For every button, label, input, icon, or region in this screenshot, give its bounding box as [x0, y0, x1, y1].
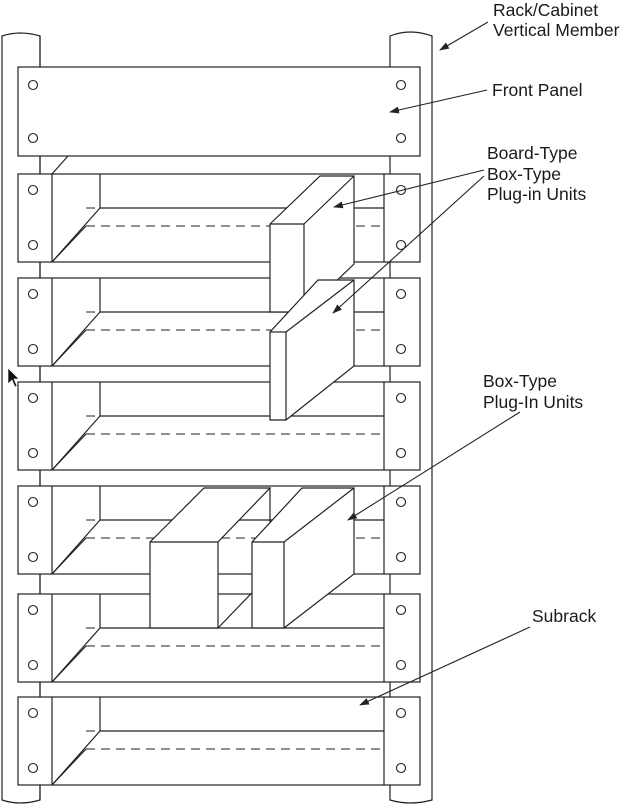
mounting-hole: [395, 343, 407, 355]
mounting-hole: [27, 343, 39, 355]
mounting-hole: [27, 184, 39, 196]
label-rack-cabinet-vertical-member: Rack/Cabinet Vertical Member: [439, 0, 620, 51]
subrack: [17, 277, 421, 367]
label-rack-line-2: Vertical Member: [493, 20, 620, 40]
subrack-frame: [17, 593, 421, 683]
subrack-floor-edge: [51, 645, 87, 683]
label-subrack: Subrack: [532, 606, 596, 626]
leader-arrow-rack: [439, 21, 489, 51]
mouse-cursor-icon: [7, 367, 20, 388]
mounting-hole: [27, 288, 39, 300]
board-type-plug-in-unit-1: [269, 175, 355, 313]
subrack-floor-edge: [51, 537, 87, 575]
subrack-frame: [17, 173, 421, 263]
subrack-frame: [17, 696, 421, 786]
leader-arrow-box: [347, 411, 521, 521]
subrack-frame: [17, 381, 421, 471]
mounting-hole: [27, 496, 39, 508]
label-board-line-2: Box-Type: [487, 164, 561, 184]
rack-vertical-member-right: [389, 31, 433, 804]
label-box-line-2: Plug-In Units: [483, 392, 583, 412]
mounting-hole: [395, 239, 407, 251]
label-board-line-1: Board-Type: [487, 143, 577, 163]
mounting-hole: [27, 132, 39, 144]
mounting-hole: [395, 659, 407, 671]
leader-arrow-subrack: [359, 626, 531, 706]
label-rack-line-1: Rack/Cabinet: [493, 0, 598, 20]
label-front-panel-group: Front Panel: [389, 80, 582, 114]
mounting-hole: [27, 447, 39, 459]
leader-arrow-board-2: [332, 175, 485, 314]
mounting-hole: [27, 79, 39, 91]
leader-arrow-front-panel: [389, 89, 488, 114]
leader-arrow-board-1: [333, 169, 485, 209]
subrack-floor-edge: [51, 433, 87, 471]
mounting-hole: [395, 447, 407, 459]
label-box-line-1: Box-Type: [483, 371, 557, 391]
mounting-hole: [395, 762, 407, 774]
subrack: [17, 696, 421, 786]
mounting-hole: [395, 496, 407, 508]
mounting-hole: [27, 239, 39, 251]
label-board-type-group: Board-Type Box-Type Plug-in Units: [332, 143, 586, 314]
mounting-hole: [395, 551, 407, 563]
mounting-hole: [395, 392, 407, 404]
label-board-line-3: Plug-in Units: [487, 184, 586, 204]
subrack-frame: [17, 277, 421, 367]
mounting-hole: [27, 392, 39, 404]
mounting-hole: [395, 604, 407, 616]
board-type-plug-in-unit-2: [269, 279, 355, 421]
mounting-hole: [395, 707, 407, 719]
subrack-floor-edge: [51, 225, 87, 263]
mounting-hole: [27, 659, 39, 671]
mounting-hole: [27, 762, 39, 774]
mounting-hole: [27, 707, 39, 719]
panel-brace: [51, 155, 69, 175]
subrack: [17, 381, 421, 471]
label-subrack-group: Subrack: [359, 606, 596, 706]
mounting-hole: [27, 604, 39, 616]
subrack: [17, 173, 421, 263]
subrack-stack: [17, 155, 421, 786]
label-box-type-group: Box-Type Plug-In Units: [347, 371, 583, 521]
mounting-hole: [395, 288, 407, 300]
box-type-plug-in-unit-small: [251, 487, 355, 629]
mounting-hole: [395, 132, 407, 144]
subrack-floor-edge: [51, 748, 87, 786]
mounting-hole: [27, 551, 39, 563]
front-panel: [17, 66, 421, 157]
subrack: [17, 593, 421, 683]
subrack-floor-edge: [51, 329, 87, 367]
label-front-panel: Front Panel: [492, 80, 582, 100]
mounting-hole: [395, 79, 407, 91]
